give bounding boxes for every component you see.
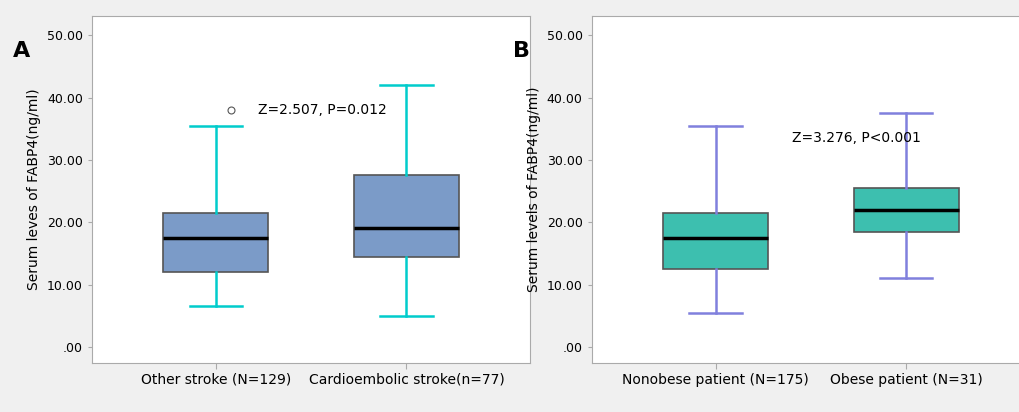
Y-axis label: Serum leves of FABP4(ng/ml): Serum leves of FABP4(ng/ml): [28, 89, 41, 290]
PathPatch shape: [662, 213, 767, 269]
PathPatch shape: [853, 188, 958, 232]
PathPatch shape: [163, 213, 268, 272]
Text: Z=2.507, P=0.012: Z=2.507, P=0.012: [258, 103, 386, 117]
Y-axis label: Serum levels of FABP4(ng/ml): Serum levels of FABP4(ng/ml): [527, 87, 540, 292]
PathPatch shape: [354, 176, 459, 257]
Text: Z=3.276, P<0.001: Z=3.276, P<0.001: [791, 131, 920, 145]
Text: A: A: [13, 41, 31, 61]
Text: B: B: [513, 41, 529, 61]
